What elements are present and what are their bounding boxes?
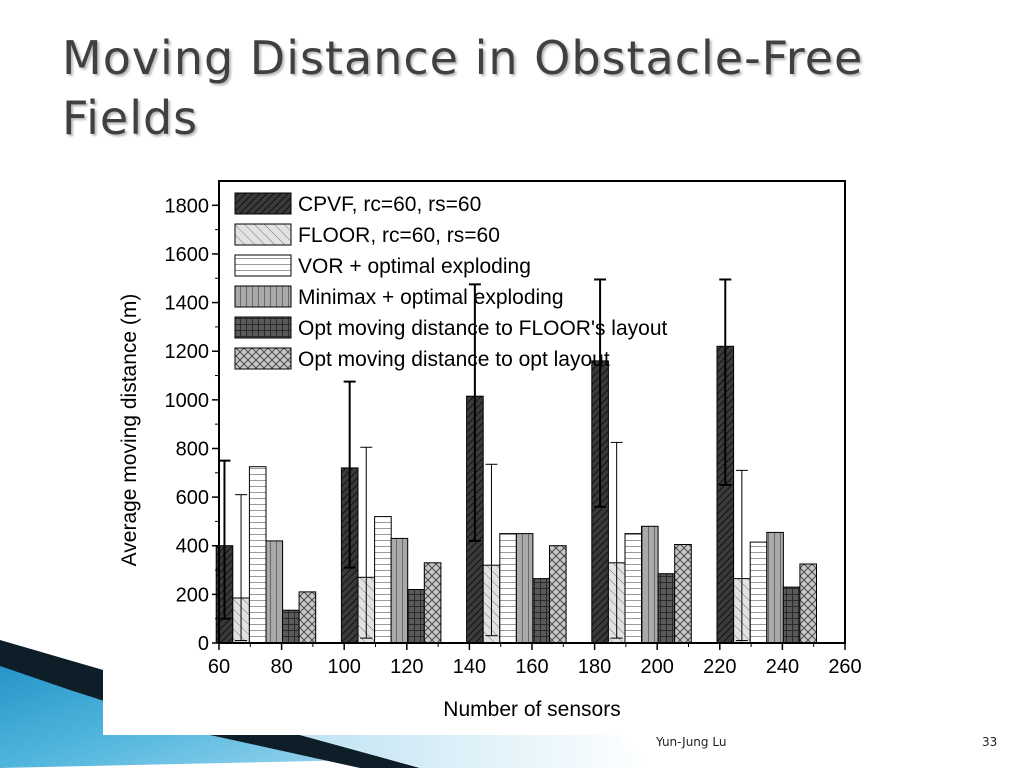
bar-series-3-group-4 <box>624 533 643 644</box>
y-tick-label: 200 <box>176 584 209 606</box>
slide-title: Moving Distance in Obstacle-Free Fields <box>62 31 864 145</box>
bar-series-5-group-3 <box>532 578 551 644</box>
y-tick-label: 400 <box>176 536 209 558</box>
bar-series-4-group-5 <box>766 531 784 644</box>
bars-layer <box>215 278 818 644</box>
legend-label-2: FLOOR, rc=60, rs=60 <box>298 224 500 247</box>
legend-swatch-5 <box>234 316 292 339</box>
legend-label-3: VOR + optimal exploding <box>298 255 531 278</box>
legend-label-1: CPVF, rc=60, rs=60 <box>298 193 481 216</box>
x-tick-label: 60 <box>208 656 230 678</box>
bar-series-4-group-2 <box>390 537 409 644</box>
footer-author: Yun-Jung Lu <box>656 735 727 749</box>
x-tick-label: 160 <box>515 656 548 678</box>
x-tick-label: 80 <box>270 656 292 678</box>
y-tick-label: 1400 <box>165 293 210 315</box>
bar-series-6-group-5 <box>799 563 818 644</box>
x-tick-label: 220 <box>703 656 736 678</box>
axes-layer: 0 200 400 600 800 1000 1200 1400 1600 1800 60 80 100… <box>118 180 862 721</box>
bar-series-3-group-2 <box>374 516 392 644</box>
x-tick-label: 120 <box>390 656 423 678</box>
legend-swatch-3 <box>234 254 292 277</box>
y-tick-label: 1000 <box>165 390 210 412</box>
x-tick-label: 200 <box>641 656 674 678</box>
legend: CPVF, rc=60, rs=60 FLOOR, rc=60, rs=60 VOR… <box>234 192 668 371</box>
legend-label-6: Opt moving distance to opt layout <box>298 348 610 371</box>
bar-series-6-group-3 <box>549 545 567 644</box>
x-tick-label: 140 <box>453 656 486 678</box>
bar-series-5-group-5 <box>782 586 801 644</box>
legend-swatch-2 <box>234 223 292 246</box>
x-tick-label: 100 <box>328 656 361 678</box>
y-tick-label: 1600 <box>165 244 210 266</box>
y-tick-label: 0 <box>198 633 209 655</box>
bar-series-6-group-4 <box>674 544 692 644</box>
legend-label-4: Minimax + optimal exploding <box>298 286 564 309</box>
bar-series-6-group-2 <box>423 562 442 644</box>
y-tick-label: 800 <box>176 438 209 460</box>
decoration-wave-blue <box>0 648 360 768</box>
legend-label-5: Opt moving distance to FLOOR's layout <box>298 317 668 340</box>
y-tick-label: 1200 <box>165 341 210 363</box>
bar-series-4-group-3 <box>515 533 534 644</box>
y-tick-label: 600 <box>176 487 209 509</box>
legend-swatch-4 <box>234 285 292 308</box>
y-axis-label: Average moving distance (m) <box>118 294 141 567</box>
bar-series-4-group-1 <box>265 540 284 644</box>
bar-series-5-group-4 <box>657 573 676 644</box>
bar-series-3-group-1 <box>248 466 267 644</box>
page-number: 33 <box>982 735 998 749</box>
x-tick-label: 260 <box>828 656 861 678</box>
x-axis-label: Number of sensors <box>443 698 620 721</box>
x-tick-label: 240 <box>766 656 799 678</box>
bar-series-4-group-4 <box>641 525 659 644</box>
y-tick-label: 1800 <box>165 195 210 217</box>
x-tick-label: 180 <box>578 656 611 678</box>
bar-series-6-group-1 <box>298 591 317 644</box>
bar-series-3-group-5 <box>749 541 768 644</box>
bar-series-3-group-3 <box>499 533 517 644</box>
legend-swatch-6 <box>234 347 292 370</box>
legend-swatch-1 <box>234 192 292 215</box>
bar-series-5-group-2 <box>407 589 425 644</box>
decoration-wave-light <box>300 735 650 768</box>
bar-series-5-group-1 <box>282 609 300 644</box>
